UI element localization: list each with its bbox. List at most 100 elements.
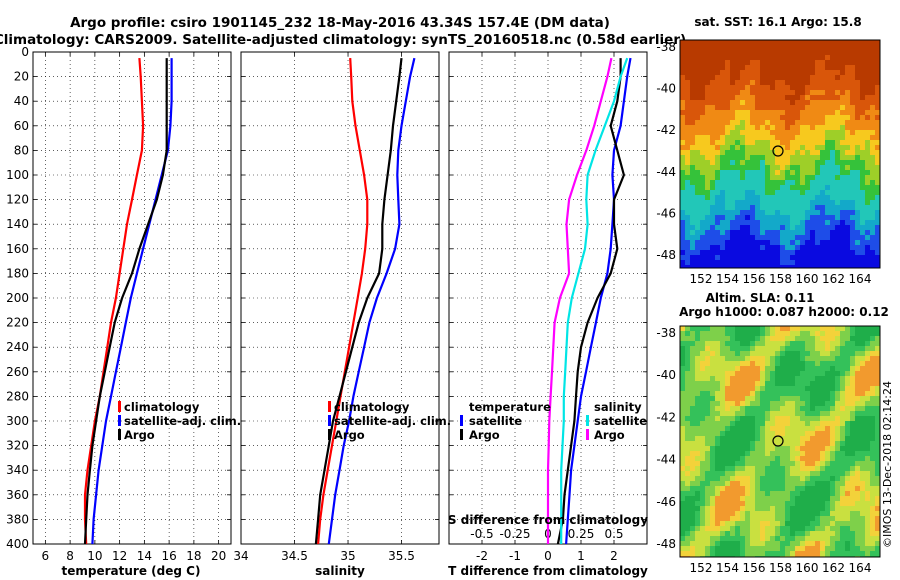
- sla-pixel: [745, 401, 750, 406]
- sst-pixel: [830, 220, 835, 225]
- sst-pixel: [795, 55, 800, 60]
- sst-pixel: [695, 75, 700, 80]
- sst-pixel: [865, 180, 870, 185]
- sla-pixel: [810, 421, 815, 426]
- sla-pixel: [835, 366, 840, 371]
- sst-pixel: [710, 215, 715, 220]
- sst-pixel: [875, 210, 880, 215]
- sla-pixel: [695, 471, 700, 476]
- sla-pixel: [775, 356, 780, 361]
- sst-pixel: [845, 115, 850, 120]
- sla-pixel: [845, 406, 850, 411]
- sla-pixel: [775, 516, 780, 521]
- ytick-label: 280: [6, 389, 29, 403]
- sst-pixel: [805, 50, 810, 55]
- lat-tick-label: -44: [656, 165, 676, 179]
- sla-pixel: [820, 446, 825, 451]
- sla-pixel: [680, 516, 685, 521]
- sst-pixel: [875, 110, 880, 115]
- sst-pixel: [740, 225, 745, 230]
- sst-pixel: [730, 225, 735, 230]
- sla-pixel: [825, 446, 830, 451]
- sst-pixel: [805, 95, 810, 100]
- sst-pixel: [685, 185, 690, 190]
- sst-pixel: [815, 70, 820, 75]
- sst-pixel: [705, 205, 710, 210]
- sst-pixel: [845, 95, 850, 100]
- sla-pixel: [815, 351, 820, 356]
- sst-pixel: [710, 210, 715, 215]
- sst-pixel: [820, 265, 825, 268]
- sst-pixel: [775, 95, 780, 100]
- sst-pixel: [695, 140, 700, 145]
- sst-pixel: [860, 110, 865, 115]
- sla-pixel: [820, 361, 825, 366]
- sst-pixel: [740, 180, 745, 185]
- sla-pixel: [740, 531, 745, 536]
- sst-pixel: [825, 255, 830, 260]
- sst-pixel: [870, 175, 875, 180]
- sla-pixel: [735, 386, 740, 391]
- sst-pixel: [750, 200, 755, 205]
- sst-pixel: [865, 165, 870, 170]
- sst-pixel: [845, 250, 850, 255]
- sla-pixel: [735, 496, 740, 501]
- sla-pixel: [865, 531, 870, 536]
- sst-pixel: [695, 235, 700, 240]
- sla-pixel: [805, 516, 810, 521]
- sla-pixel: [775, 471, 780, 476]
- sst-pixel: [680, 240, 685, 245]
- sla-pixel: [785, 501, 790, 506]
- sst-pixel: [785, 65, 790, 70]
- sst-pixel: [705, 255, 710, 260]
- sla-pixel: [765, 476, 770, 481]
- sst-pixel: [700, 125, 705, 130]
- sst-pixel: [680, 230, 685, 235]
- sst-pixel: [685, 235, 690, 240]
- sla-pixel: [740, 401, 745, 406]
- sla-pixel: [760, 506, 765, 511]
- sst-pixel: [835, 95, 840, 100]
- sst-pixel: [735, 150, 740, 155]
- sst-pixel: [825, 60, 830, 65]
- sla-pixel: [850, 436, 855, 441]
- sla-pixel: [805, 466, 810, 471]
- sst-pixel: [690, 55, 695, 60]
- sla-pixel: [810, 351, 815, 356]
- sla-pixel: [785, 551, 790, 556]
- sla-pixel: [790, 546, 795, 551]
- sla-pixel: [735, 476, 740, 481]
- sla-pixel: [680, 471, 685, 476]
- sla-pixel: [695, 481, 700, 486]
- sst-pixel: [760, 245, 765, 250]
- sst-pixel: [795, 105, 800, 110]
- sla-pixel: [745, 526, 750, 531]
- sst-pixel: [730, 255, 735, 260]
- sla-pixel: [725, 516, 730, 521]
- sla-pixel: [700, 426, 705, 431]
- sla-pixel: [835, 496, 840, 501]
- sst-pixel: [680, 215, 685, 220]
- sst-pixel: [685, 60, 690, 65]
- sst-pixel: [855, 160, 860, 165]
- sla-pixel: [730, 516, 735, 521]
- sst-pixel: [770, 195, 775, 200]
- sla-pixel: [785, 401, 790, 406]
- sla-pixel: [690, 546, 695, 551]
- sla-pixel: [820, 516, 825, 521]
- sst-pixel: [755, 125, 760, 130]
- sst-pixel: [695, 155, 700, 160]
- sla-pixel: [845, 386, 850, 391]
- sst-pixel: [840, 205, 845, 210]
- sst-pixel: [820, 140, 825, 145]
- sst-pixel: [795, 45, 800, 50]
- sla-pixel: [760, 331, 765, 336]
- sst-pixel: [680, 120, 685, 125]
- sst-pixel: [760, 65, 765, 70]
- sst-pixel: [705, 225, 710, 230]
- sla-pixel: [850, 466, 855, 471]
- sla-pixel: [680, 431, 685, 436]
- sla-pixel: [865, 421, 870, 426]
- sla-pixel: [770, 536, 775, 541]
- sst-pixel: [865, 120, 870, 125]
